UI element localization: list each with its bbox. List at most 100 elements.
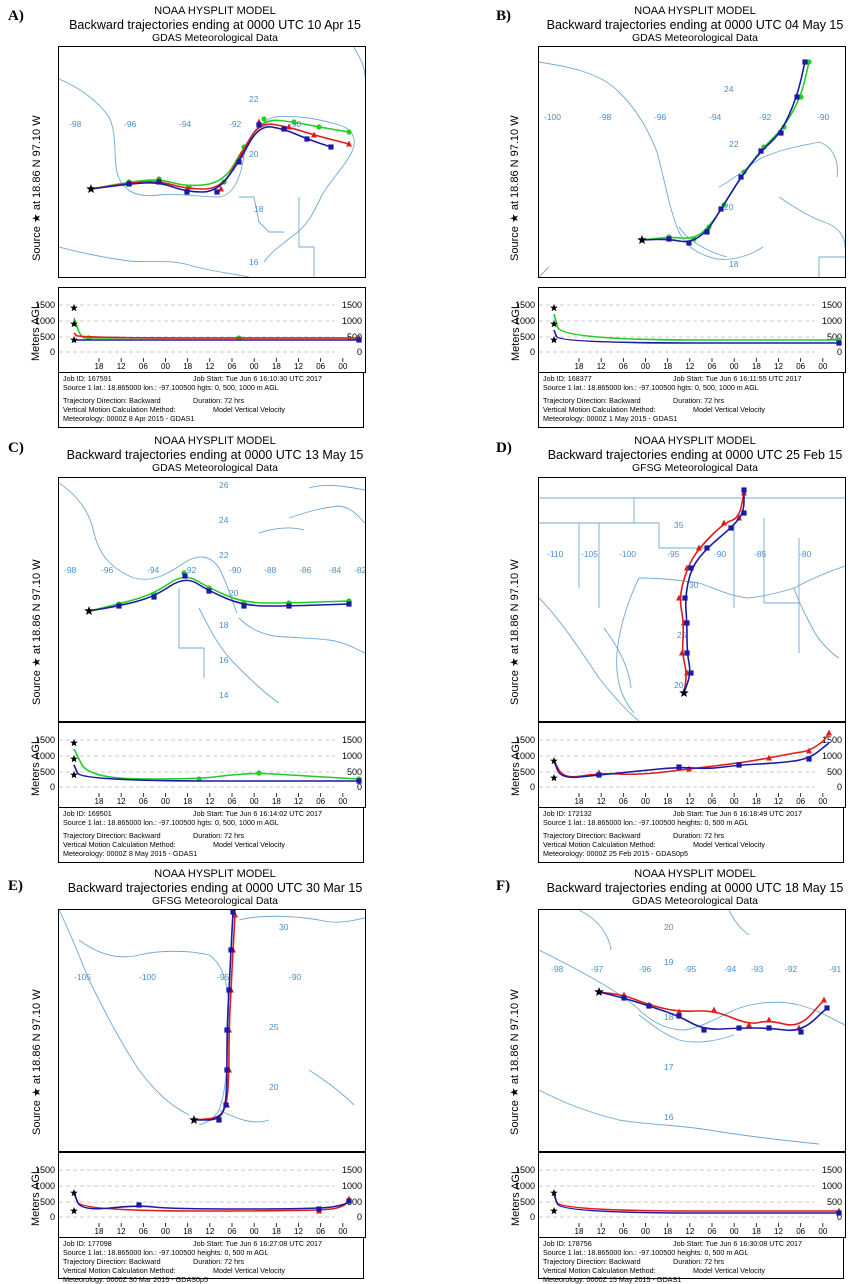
time-tick-label: 12 — [685, 797, 694, 806]
info-row-met: Meteorology: 0000Z 30 Mar 2015 - GDAS0p5 — [63, 1275, 359, 1284]
alt-tick-left: 0 — [50, 782, 55, 792]
coastline-6 — [178, 588, 205, 678]
altitude-line-green — [553, 313, 839, 341]
trajectory-point-blue — [736, 1025, 742, 1031]
panel-header: NOAA HYSPLIT MODEL Backward trajectories … — [55, 5, 375, 44]
info-row-job: Job ID: 172132 Job Start: Tue Jun 6 16:18… — [543, 809, 839, 818]
met-data-label: GDAS Meteorological Data — [631, 895, 759, 908]
job-info: Job ID: 169501 Job Start: Tue Jun 6 16:14… — [58, 807, 364, 863]
lat-label: 17 — [664, 1062, 674, 1072]
job-id: Job ID: 172132 — [543, 809, 592, 818]
time-tick-label: 12 — [685, 1227, 694, 1236]
lon-label: -94 — [724, 964, 737, 974]
altitude-point-blue — [806, 756, 812, 762]
trajectory-point-blue — [346, 601, 352, 607]
altitude-point-blue — [356, 778, 362, 784]
trajectory-map: -98 -96 -94 -92 -90 -88 -86 -84 -82 26 24 22 20 18 16 1… — [58, 477, 366, 722]
coastline-4 — [298, 197, 315, 277]
alt-tick-right: 0 — [357, 782, 362, 792]
time-tick-label: 18 — [272, 1227, 281, 1236]
info-row-vertical: Vertical Motion Calculation Method: Model… — [63, 405, 359, 414]
trajectory-point-blue — [682, 595, 688, 601]
trajectory-point-blue — [156, 179, 162, 185]
lon-label: -90 — [229, 565, 242, 575]
vertical-method: Vertical Motion Calculation Method: — [63, 1266, 176, 1275]
altitude-axis-label: Meters AGL — [510, 302, 522, 361]
trajectory-point-red — [766, 1016, 772, 1023]
trajectory-point-blue — [328, 144, 334, 150]
altitude-point-blue — [316, 1206, 322, 1212]
vertical-method: Vertical Motion Calculation Method: — [63, 840, 176, 849]
trajectory-point-blue — [236, 159, 242, 165]
duration: Duration: 72 hrs — [193, 1257, 245, 1266]
lon-label: -98 — [599, 112, 612, 122]
altitude-plot: 1500 1500 1000 1000 500 500 0 0 18 12 06 00 18 12 06 00… — [35, 1152, 366, 1245]
alt-tick-left: 1000 — [35, 316, 55, 326]
lon-label: -92 — [759, 112, 772, 122]
altitude-source-star — [70, 1207, 78, 1215]
altitude-line-green — [73, 748, 360, 780]
trajectory-point-green — [806, 59, 812, 65]
vertical-method-value: Model Vertical Velocity — [213, 405, 285, 414]
lon-label: -96 — [101, 565, 114, 575]
trajectory-point-red — [286, 123, 292, 130]
lon-label: -92 — [785, 964, 798, 974]
trajectory-point-red — [676, 1008, 682, 1015]
met-data-label: GDAS Meteorological Data — [151, 32, 279, 45]
trajectory-point-blue — [184, 189, 190, 195]
coastline-3 — [288, 505, 365, 524]
alt-tick-right: 1000 — [342, 751, 362, 761]
vertical-method-value: Model Vertical Velocity — [213, 1266, 285, 1275]
trajectory-map: -100 -98 -96 -94 -92 -90 24 22 20 18 — [538, 46, 846, 278]
lon-label: -96 — [124, 119, 137, 129]
coastline-3 — [778, 196, 845, 248]
trajectory-point-blue — [704, 545, 710, 551]
lon-label: -94 — [179, 119, 192, 129]
alt-tick-right: 0 — [837, 782, 842, 792]
alt-tick-right: 0 — [357, 347, 362, 357]
coastline-0 — [539, 949, 845, 1031]
info-row-direction: Trajectory Direction: Backward Duration: … — [543, 1257, 839, 1266]
trajectory-point-blue — [684, 620, 690, 626]
info-row-direction: Trajectory Direction: Backward Duration: … — [63, 831, 359, 840]
coastline-2 — [718, 141, 838, 188]
model-name: NOAA HYSPLIT MODEL — [634, 868, 756, 880]
trajectory-point-blue — [718, 206, 724, 212]
plot-title: Backward trajectories ending at 0000 UTC… — [66, 447, 364, 462]
alt-tick-left: 1000 — [35, 1181, 55, 1191]
info-row-source: Source 1 lat.: 18.865000 lon.: -97.10050… — [63, 383, 359, 392]
time-tick-label: 18 — [183, 1227, 192, 1236]
time-tick-label: 00 — [338, 1227, 347, 1236]
alt-tick-right: 1000 — [822, 751, 842, 761]
lon-label: -90 — [714, 549, 727, 559]
alt-tick-right: 500 — [347, 767, 362, 777]
job-info: Job ID: 168377 Job Start: Tue Jun 6 16:11… — [538, 372, 844, 428]
trajectory-point-blue — [666, 236, 672, 242]
met-data-label: GFSG Meteorological Data — [631, 462, 759, 475]
alt-tick-left: 1500 — [35, 300, 55, 310]
alt-tick-right: 1500 — [342, 300, 362, 310]
info-row-source: Source 1 lat.: 18.865000 lon.: -97.10050… — [543, 1248, 839, 1257]
source-info: Source 1 lat.: 18.865000 lon.: -97.10050… — [543, 818, 749, 827]
trajectory-point-blue — [206, 588, 212, 594]
coastline-2 — [539, 1089, 820, 1145]
source-info: Source 1 lat.: 18.865000 lon.: -97.10050… — [543, 383, 759, 392]
vertical-method: Vertical Motion Calculation Method: — [543, 840, 656, 849]
vertical-method: Vertical Motion Calculation Method: — [543, 405, 656, 414]
job-id: Job ID: 169501 — [63, 809, 112, 818]
time-tick-label: 00 — [338, 362, 347, 371]
lon-label: -105 — [74, 972, 91, 982]
time-tick-label: 12 — [685, 362, 694, 371]
plot-title: Backward trajectories ending at 0000 UTC… — [69, 17, 361, 32]
alt-tick-right: 1500 — [342, 1165, 362, 1175]
trajectory-point-blue — [688, 565, 694, 571]
info-row-source: Source 1 lat.: 18.865000 lon.: -97.10050… — [63, 1248, 359, 1257]
alt-tick-right: 1500 — [342, 735, 362, 745]
coastline-11 — [793, 587, 840, 659]
alt-tick-left: 1000 — [515, 1181, 535, 1191]
panel-letter: F) — [496, 878, 511, 894]
lat-label: 22 — [729, 139, 739, 149]
altitude-plot: 1500 1500 1000 1000 500 500 0 0 18 12 06 00 18 12 06 00… — [35, 722, 366, 815]
alt-tick-left: 0 — [530, 347, 535, 357]
lon-label: -100 — [544, 112, 561, 122]
